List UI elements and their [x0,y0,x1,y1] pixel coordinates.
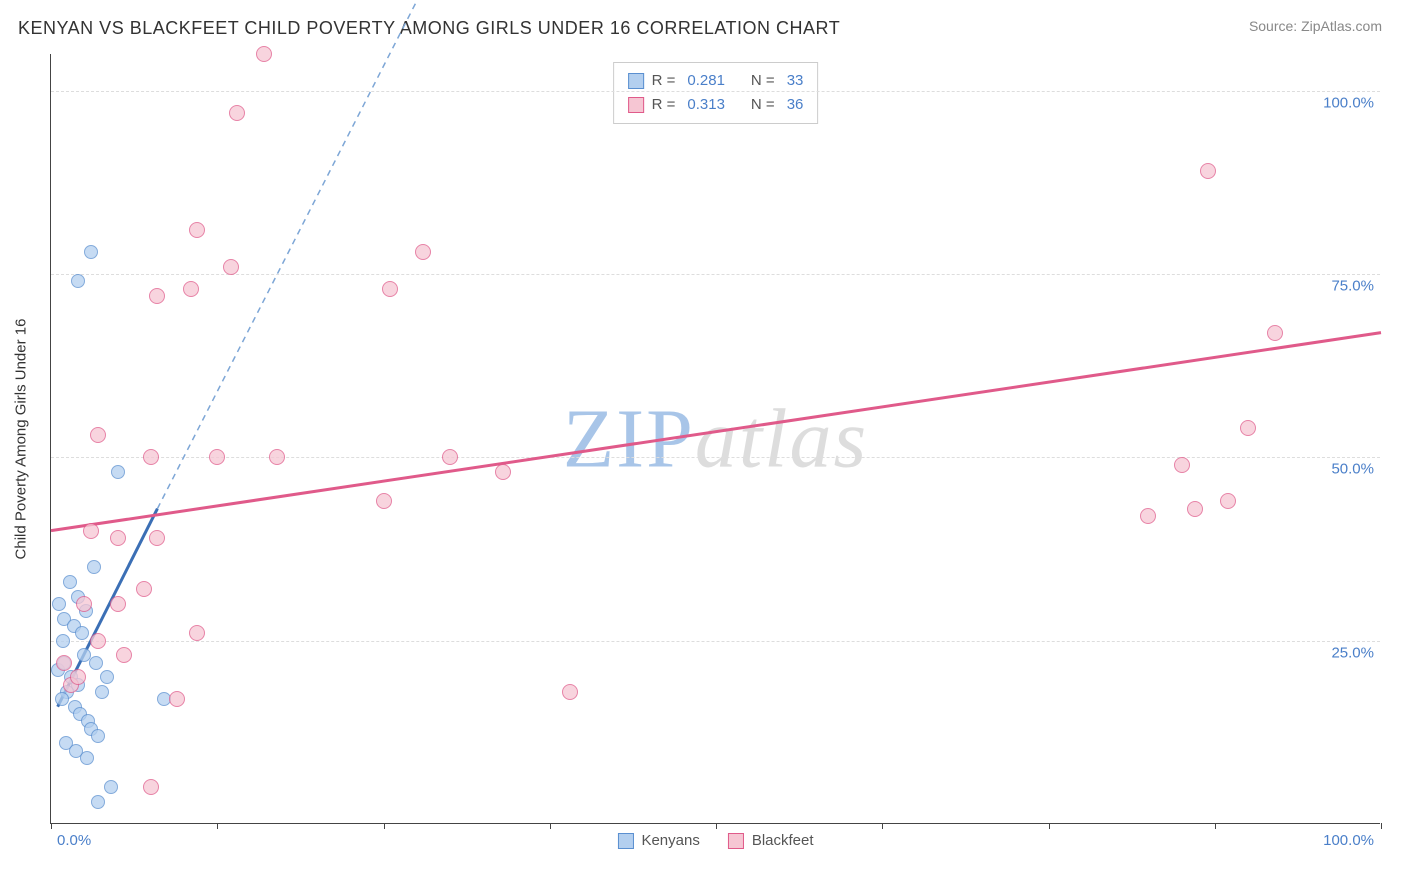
y-tick-label: 50.0% [1331,461,1374,478]
x-tick [1215,823,1216,829]
x-tick [550,823,551,829]
y-axis-title: Child Poverty Among Girls Under 16 [13,318,30,559]
x-tick [217,823,218,829]
x-tick [1049,823,1050,829]
gridline [51,274,1380,275]
data-point [229,105,245,121]
x-tick [716,823,717,829]
data-point [83,523,99,539]
data-point [89,656,103,670]
data-point [52,597,66,611]
x-tick [882,823,883,829]
y-tick-label: 25.0% [1331,644,1374,661]
watermark-part2: atlas [695,392,868,485]
data-point [256,46,272,62]
data-point [442,449,458,465]
data-point [111,465,125,479]
chart-title: KENYAN VS BLACKFEET CHILD POVERTY AMONG … [18,18,840,39]
data-point [87,560,101,574]
data-point [70,669,86,685]
scatter-chart: Child Poverty Among Girls Under 16 ZIPat… [50,54,1380,824]
data-point [495,464,511,480]
data-point [143,449,159,465]
data-point [56,634,70,648]
legend-label: Kenyans [641,832,699,849]
stats-row: R = 0.313 N = 36 [628,93,804,117]
n-value: 36 [787,93,804,117]
x-tick [51,823,52,829]
chart-legend: Kenyans Blackfeet [617,832,813,849]
y-tick-label: 100.0% [1323,94,1374,111]
r-label: R = [652,69,676,93]
data-point [209,449,225,465]
r-value: 0.281 [687,69,725,93]
data-point [1140,508,1156,524]
data-point [1187,501,1203,517]
data-point [100,670,114,684]
data-point [90,633,106,649]
data-point [80,751,94,765]
legend-item: Blackfeet [728,832,814,849]
r-label: R = [652,93,676,117]
data-point [76,596,92,612]
data-point [90,427,106,443]
x-tick [384,823,385,829]
data-point [75,626,89,640]
n-label: N = [751,93,775,117]
data-point [562,684,578,700]
data-point [169,691,185,707]
data-point [63,575,77,589]
gridline [51,641,1380,642]
data-point [95,685,109,699]
data-point [189,222,205,238]
data-point [110,530,126,546]
data-point [104,780,118,794]
n-label: N = [751,69,775,93]
data-point [84,245,98,259]
watermark-part1: ZIP [563,392,695,485]
series-swatch [628,73,644,89]
header: KENYAN VS BLACKFEET CHILD POVERTY AMONG … [0,0,1406,47]
watermark: ZIPatlas [563,390,868,487]
x-tick [1381,823,1382,829]
data-point [56,655,72,671]
data-point [91,729,105,743]
data-point [1240,420,1256,436]
data-point [1174,457,1190,473]
data-point [136,581,152,597]
data-point [269,449,285,465]
data-point [1200,163,1216,179]
data-point [149,288,165,304]
r-value: 0.313 [687,93,725,117]
data-point [1267,325,1283,341]
correlation-stats-box: R = 0.281 N = 33 R = 0.313 N = 36 [613,62,819,124]
y-tick-label: 75.0% [1331,278,1374,295]
data-point [149,530,165,546]
x-axis-min-label: 0.0% [57,832,91,849]
data-point [116,647,132,663]
series-swatch [628,97,644,113]
trendlines-layer [51,54,1381,824]
stats-row: R = 0.281 N = 33 [628,69,804,93]
data-point [71,274,85,288]
data-point [382,281,398,297]
n-value: 33 [787,69,804,93]
data-point [110,596,126,612]
legend-item: Kenyans [617,832,699,849]
x-axis-max-label: 100.0% [1323,832,1374,849]
data-point [143,779,159,795]
data-point [376,493,392,509]
data-point [91,795,105,809]
legend-swatch [728,833,744,849]
data-point [1220,493,1236,509]
data-point [189,625,205,641]
data-point [415,244,431,260]
source-attribution: Source: ZipAtlas.com [1249,18,1382,34]
legend-swatch [617,833,633,849]
data-point [55,692,69,706]
legend-label: Blackfeet [752,832,814,849]
data-point [183,281,199,297]
data-point [223,259,239,275]
gridline [51,91,1380,92]
